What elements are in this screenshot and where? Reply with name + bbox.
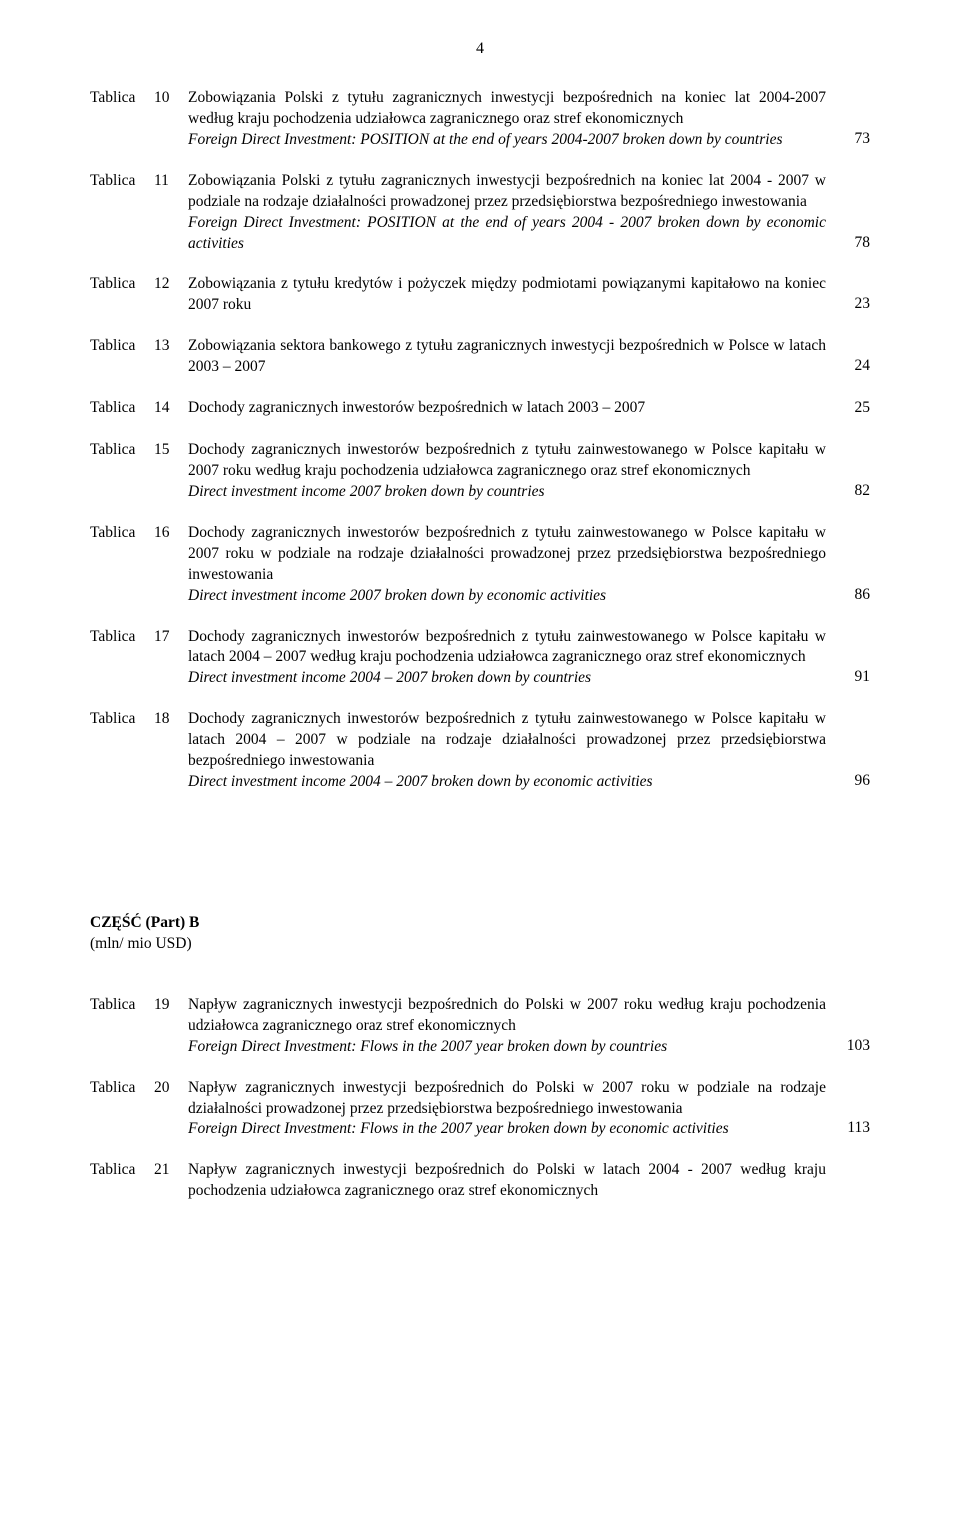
toc-page: 24 (836, 356, 870, 378)
toc-page: 23 (836, 294, 870, 316)
toc-label: Tablica (90, 709, 154, 730)
toc-number: 19 (154, 995, 188, 1016)
toc-label: Tablica (90, 523, 154, 544)
toc-description: Dochody zagranicznych inwestorów bezpośr… (188, 398, 836, 419)
toc-label: Tablica (90, 336, 154, 357)
part-b-subtitle: (mln/ mio USD) (90, 935, 192, 952)
toc-description: Zobowiązania Polski z tytułu zagraniczny… (188, 88, 836, 151)
toc-entry: Tablica18Dochody zagranicznych inwestoró… (90, 709, 870, 793)
toc-number: 17 (154, 627, 188, 648)
toc-label: Tablica (90, 398, 154, 419)
toc-desc-italic: Direct investment income 2004 – 2007 bro… (188, 773, 653, 790)
toc-desc-italic: Direct investment income 2007 broken dow… (188, 483, 545, 500)
toc-number: 12 (154, 274, 188, 295)
toc-description: Zobowiązania Polski z tytułu zagraniczny… (188, 171, 836, 255)
toc-entry: Tablica19Napływ zagranicznych inwestycji… (90, 995, 870, 1058)
toc-description: Napływ zagranicznych inwestycji bezpośre… (188, 1160, 836, 1202)
toc-number: 13 (154, 336, 188, 357)
toc-desc-text: Dochody zagranicznych inwestorów bezpośr… (188, 710, 826, 769)
toc-page: 82 (836, 481, 870, 503)
toc-desc-italic: Foreign Direct Investment: Flows in the … (188, 1120, 729, 1137)
toc-number: 14 (154, 398, 188, 419)
toc-desc-italic: Direct investment income 2007 broken dow… (188, 587, 606, 604)
toc-label: Tablica (90, 1160, 154, 1181)
toc-entry: Tablica13Zobowiązania sektora bankowego … (90, 336, 870, 378)
toc-entry: Tablica20Napływ zagranicznych inwestycji… (90, 1078, 870, 1141)
toc-page: 25 (836, 398, 870, 420)
toc-desc-text: Zobowiązania Polski z tytułu zagraniczny… (188, 172, 826, 210)
toc-description: Dochody zagranicznych inwestorów bezpośr… (188, 627, 836, 690)
toc-label: Tablica (90, 1078, 154, 1099)
toc-description: Napływ zagranicznych inwestycji bezpośre… (188, 995, 836, 1058)
toc-label: Tablica (90, 171, 154, 192)
toc-page: 91 (836, 667, 870, 689)
toc-page: 113 (836, 1118, 870, 1140)
toc-description: Napływ zagranicznych inwestycji bezpośre… (188, 1078, 836, 1141)
toc-desc-italic: Foreign Direct Investment: POSITION at t… (188, 131, 782, 148)
toc-desc-text: Dochody zagranicznych inwestorów bezpośr… (188, 399, 645, 416)
toc-page: 78 (836, 233, 870, 255)
toc-section-b: Tablica19Napływ zagranicznych inwestycji… (90, 995, 870, 1202)
page-number: 4 (90, 40, 870, 58)
toc-desc-text: Napływ zagranicznych inwestycji bezpośre… (188, 1079, 826, 1117)
toc-entry: Tablica11Zobowiązania Polski z tytułu za… (90, 171, 870, 255)
toc-page: 86 (836, 585, 870, 607)
toc-number: 10 (154, 88, 188, 109)
toc-entry: Tablica21Napływ zagranicznych inwestycji… (90, 1160, 870, 1202)
toc-desc-text: Dochody zagranicznych inwestorów bezpośr… (188, 441, 826, 479)
toc-number: 15 (154, 440, 188, 461)
toc-desc-text: Zobowiązania Polski z tytułu zagraniczny… (188, 89, 826, 127)
toc-section-a: Tablica10Zobowiązania Polski z tytułu za… (90, 88, 870, 793)
toc-page: 96 (836, 771, 870, 793)
toc-number: 20 (154, 1078, 188, 1099)
toc-description: Zobowiązania sektora bankowego z tytułu … (188, 336, 836, 378)
toc-desc-text: Zobowiązania z tytułu kredytów i pożycze… (188, 275, 826, 313)
toc-page: 73 (836, 129, 870, 151)
toc-desc-italic: Foreign Direct Investment: POSITION at t… (188, 214, 826, 252)
toc-entry: Tablica14Dochody zagranicznych inwestoró… (90, 398, 870, 420)
toc-desc-italic: Direct investment income 2004 – 2007 bro… (188, 669, 591, 686)
toc-page: 103 (836, 1036, 870, 1058)
toc-label: Tablica (90, 274, 154, 295)
toc-description: Dochody zagranicznych inwestorów bezpośr… (188, 709, 836, 793)
toc-number: 18 (154, 709, 188, 730)
toc-number: 11 (154, 171, 188, 192)
toc-desc-text: Zobowiązania sektora bankowego z tytułu … (188, 337, 826, 375)
toc-desc-italic: Foreign Direct Investment: Flows in the … (188, 1038, 667, 1055)
toc-label: Tablica (90, 440, 154, 461)
toc-entry: Tablica17Dochody zagranicznych inwestoró… (90, 627, 870, 690)
toc-entry: Tablica16Dochody zagranicznych inwestoró… (90, 523, 870, 607)
toc-entry: Tablica15Dochody zagranicznych inwestoró… (90, 440, 870, 503)
toc-number: 16 (154, 523, 188, 544)
toc-label: Tablica (90, 88, 154, 109)
toc-description: Zobowiązania z tytułu kredytów i pożycze… (188, 274, 836, 316)
toc-entry: Tablica10Zobowiązania Polski z tytułu za… (90, 88, 870, 151)
toc-desc-text: Napływ zagranicznych inwestycji bezpośre… (188, 1161, 826, 1199)
toc-entry: Tablica12Zobowiązania z tytułu kredytów … (90, 274, 870, 316)
toc-desc-text: Dochody zagranicznych inwestorów bezpośr… (188, 628, 826, 666)
toc-description: Dochody zagranicznych inwestorów bezpośr… (188, 523, 836, 607)
toc-description: Dochody zagranicznych inwestorów bezpośr… (188, 440, 836, 503)
toc-label: Tablica (90, 627, 154, 648)
toc-desc-text: Napływ zagranicznych inwestycji bezpośre… (188, 996, 826, 1034)
toc-page (836, 1201, 870, 1202)
part-b-title: CZĘŚĆ (Part) B (90, 914, 199, 931)
toc-label: Tablica (90, 995, 154, 1016)
toc-desc-text: Dochody zagranicznych inwestorów bezpośr… (188, 524, 826, 583)
part-b-heading: CZĘŚĆ (Part) B (mln/ mio USD) (90, 913, 870, 955)
toc-number: 21 (154, 1160, 188, 1181)
